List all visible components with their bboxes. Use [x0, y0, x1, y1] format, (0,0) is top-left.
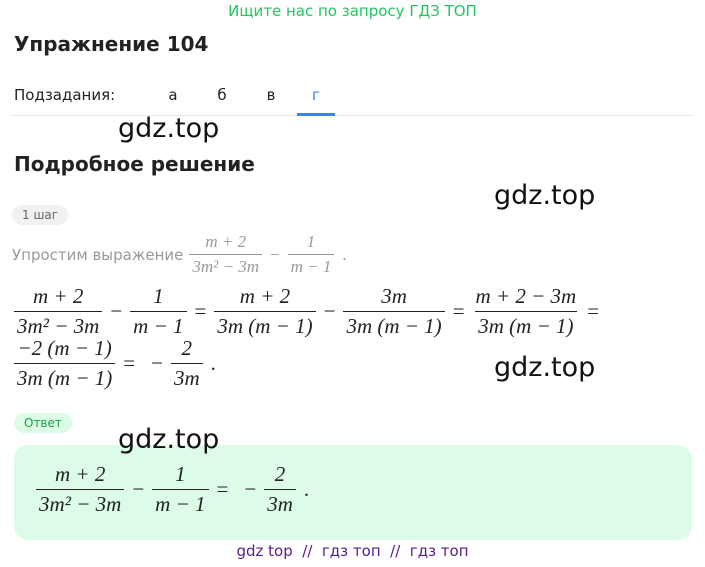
math-operator: .	[342, 244, 347, 264]
numerator: m + 2	[54, 462, 106, 486]
math-operator: =	[216, 477, 229, 501]
math-operator: −	[244, 477, 257, 501]
math-operator: −	[270, 244, 280, 264]
denominator: 3m (m − 1)	[14, 363, 116, 391]
math-operator: −	[323, 299, 336, 323]
section-title: Подробное решение	[14, 152, 255, 176]
fraction: m + 2 − 3m 3m (m − 1)	[473, 284, 580, 339]
numerator: m + 2	[205, 232, 247, 251]
separator	[12, 115, 692, 116]
numerator: 3m	[381, 284, 407, 308]
numerator: 2	[274, 462, 286, 486]
denominator: 3m (m − 1)	[343, 311, 445, 339]
numerator: 1	[175, 462, 186, 486]
math-operator: =	[452, 299, 465, 323]
answer-expr: m + 2 3m² − 3m −1 m − 1 = −2 3m.	[36, 462, 317, 517]
numerator: m + 2 − 3m	[475, 284, 577, 308]
intro-expr: m + 2 3m² − 3m − 1 m − 1.	[189, 232, 354, 277]
numerator: 1	[306, 232, 316, 251]
math-operator: .	[210, 351, 216, 375]
fraction: 1 m − 1	[130, 284, 187, 339]
denominator: 3m (m − 1)	[214, 311, 316, 339]
intro-text: Упростим выражение	[12, 245, 184, 264]
math-operator: =	[123, 351, 136, 375]
subtasks-label: Подзадания:	[14, 86, 116, 104]
fraction: 2 3m	[170, 336, 203, 391]
math-operator: =	[587, 299, 600, 323]
fraction: −2 (m − 1) 3m (m − 1)	[14, 336, 116, 391]
denominator: m − 1	[287, 254, 335, 277]
solution-line: −2 (m − 1) 3m (m − 1) = −2 3m.	[14, 336, 224, 391]
math-operator: −	[110, 299, 123, 323]
footer: gdz top // гдз топ // гдз топ	[236, 542, 469, 560]
math-operator: −	[151, 351, 163, 375]
banner: Ищите нас по запросу ГДЗ ТОП	[228, 2, 477, 20]
active-tab-underline	[297, 113, 335, 116]
math-operator: .	[303, 477, 310, 501]
tab[interactable]: б	[217, 86, 227, 104]
fraction: 3m 3m (m − 1)	[343, 284, 445, 339]
watermark: gdz.top	[118, 424, 220, 455]
fraction: m + 2 3m (m − 1)	[214, 284, 316, 339]
denominator: m − 1	[130, 311, 187, 339]
numerator: 1	[153, 284, 164, 308]
fraction: 2 3m	[264, 462, 296, 517]
intro: Упростим выражение m + 2 3m² − 3m − 1 m − 1.	[12, 232, 355, 277]
tab[interactable]: г	[312, 86, 320, 104]
fraction: 1 m − 1	[287, 232, 335, 277]
denominator: 3m² − 3m	[189, 254, 263, 277]
fraction: 1 m − 1	[152, 462, 209, 517]
answer-badge: Ответ	[14, 413, 72, 433]
denominator: 3m	[264, 489, 296, 517]
denominator: 3m (m − 1)	[475, 311, 577, 339]
math-operator: −	[132, 477, 145, 501]
watermark: gdz.top	[494, 352, 596, 383]
math-operator: =	[194, 299, 207, 323]
answer-box	[14, 445, 692, 540]
numerator: m + 2	[239, 284, 291, 308]
denominator: 3m² − 3m	[14, 311, 103, 339]
denominator: 3m² − 3m	[36, 489, 125, 517]
fraction: m + 2 3m² − 3m	[36, 462, 125, 517]
numerator: −2 (m − 1)	[17, 336, 112, 360]
watermark: gdz.top	[494, 180, 596, 211]
fraction: m + 2 3m² − 3m	[14, 284, 103, 339]
step-badge: 1 шаг	[12, 205, 69, 225]
tab[interactable]: в	[266, 86, 276, 104]
numerator: 2	[181, 336, 193, 360]
watermark: gdz.top	[118, 113, 220, 144]
fraction: m + 2 3m² − 3m	[189, 232, 263, 277]
subtasks: Подзадания: а б в г	[14, 86, 320, 104]
tab[interactable]: а	[168, 86, 178, 104]
denominator: 3m	[170, 363, 203, 391]
title: Упражнение 104	[14, 32, 209, 56]
numerator: m + 2	[32, 284, 84, 308]
denominator: m − 1	[152, 489, 209, 517]
solution-line: m + 2 3m² − 3m −1 m − 1 = m + 2 3m (m − 1) −3m 3…	[14, 284, 607, 339]
